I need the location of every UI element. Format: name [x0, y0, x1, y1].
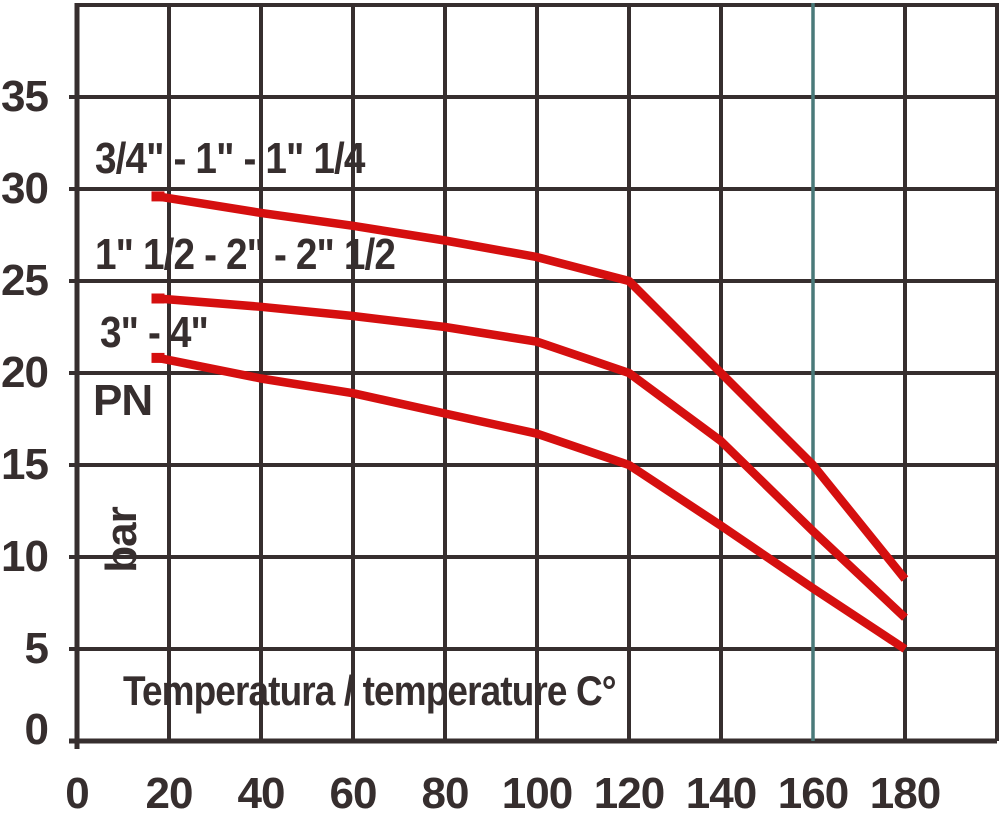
- x-axis-label-temperature: Temperatura / temperature C°: [123, 667, 617, 714]
- curve-start-marker-3: [151, 352, 165, 363]
- x-tick-60: 60: [329, 769, 378, 813]
- series-label-sizes-small: 3/4" - 1" - 1" 1/4: [95, 134, 365, 183]
- x-tick-40: 40: [237, 769, 286, 813]
- x-tick-100: 100: [501, 769, 573, 813]
- y-axis-unit-bar: bar: [97, 507, 146, 573]
- x-tick-140: 140: [685, 769, 757, 813]
- curve-series-2: [157, 294, 908, 621]
- y-tick-20: 20: [1, 348, 49, 397]
- curve-start-marker-2: [151, 293, 165, 304]
- curve-series-1: [157, 192, 909, 582]
- series-label-sizes-large: 3" - 4": [100, 308, 209, 357]
- x-tick-20: 20: [145, 769, 194, 813]
- y-tick-5: 5: [24, 624, 49, 673]
- series-label-sizes-medium: 1" 1/2 - 2" - 2" 1/2: [95, 230, 396, 279]
- x-tick-0: 0: [65, 769, 89, 813]
- y-tick-0: 0: [24, 705, 49, 754]
- y-tick-35: 35: [1, 72, 49, 121]
- curve-series-3: [157, 353, 908, 653]
- y-tick-10: 10: [1, 532, 49, 581]
- x-tick-120: 120: [593, 769, 665, 813]
- x-tick-80: 80: [421, 769, 470, 813]
- y-tick-15: 15: [1, 440, 49, 489]
- y-tick-25: 25: [1, 256, 49, 305]
- y-axis-label-pn: PN: [93, 376, 153, 425]
- y-tick-30: 30: [1, 164, 49, 213]
- x-tick-180: 180: [869, 769, 941, 813]
- x-tick-160: 160: [777, 769, 849, 813]
- curve-start-marker-1: [151, 191, 165, 202]
